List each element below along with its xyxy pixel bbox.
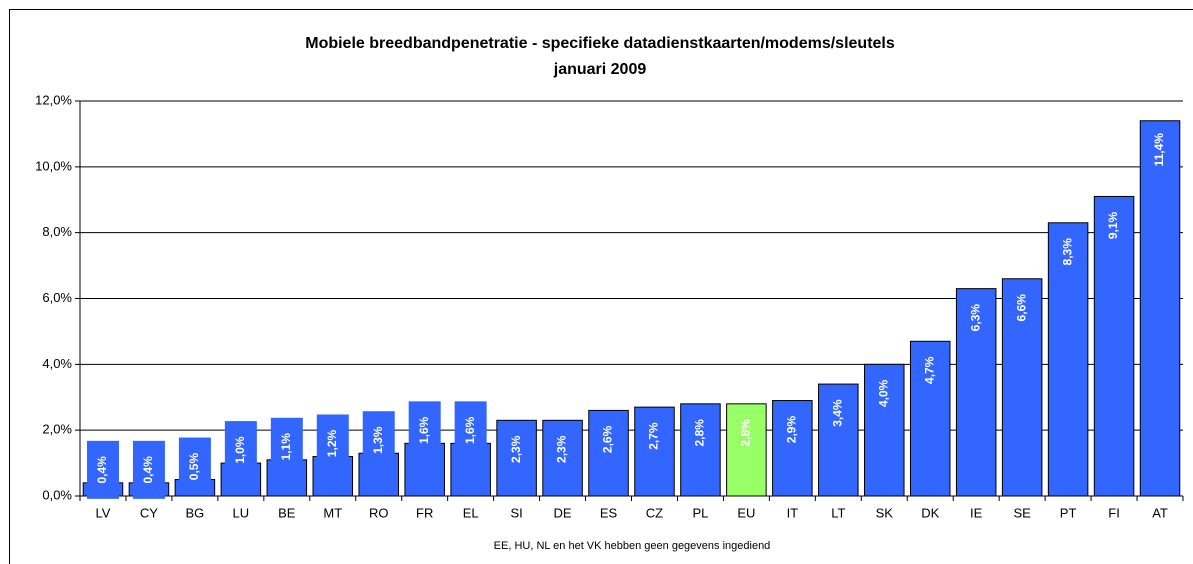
value-label-box (408, 401, 441, 460)
value-label: 2,8% (739, 419, 753, 447)
value-label: 0,4% (141, 456, 155, 484)
value-label: 2,6% (601, 425, 615, 453)
bar (864, 363, 905, 497)
value-label: 2,8% (693, 419, 707, 447)
value-label-box (316, 414, 349, 473)
bar (542, 419, 583, 497)
value-label: 1,3% (371, 426, 385, 454)
bar (818, 383, 859, 497)
value-label: 0,5% (187, 453, 201, 481)
x-tick-label: PT (1060, 505, 1077, 520)
x-tick-label: BE (278, 505, 296, 520)
x-tick-label: SE (1013, 505, 1031, 520)
bar (726, 403, 767, 497)
value-label: 3,4% (830, 399, 844, 427)
value-label: 1,0% (233, 436, 247, 464)
x-tick-label: FI (1108, 505, 1120, 520)
x-tick-label: RO (369, 505, 389, 520)
value-label: 1,6% (417, 416, 431, 444)
value-label: 4,7% (922, 356, 936, 384)
x-tick-label: ES (600, 505, 618, 520)
value-label: 1,1% (279, 433, 293, 461)
value-label-box (270, 417, 303, 476)
chart-frame (9, 9, 1193, 564)
y-tick-label: 6,0% (42, 290, 72, 305)
x-tick-label: CZ (646, 505, 663, 520)
x-tick-label: DK (921, 505, 939, 520)
x-tick-label: MT (323, 505, 342, 520)
value-label: 4,0% (876, 379, 890, 407)
value-label: 8,3% (1060, 238, 1074, 266)
value-label: 1,6% (463, 416, 477, 444)
bar (680, 403, 721, 497)
bar (496, 419, 537, 497)
y-tick-label: 12,0% (35, 92, 72, 107)
value-label: 6,6% (1014, 294, 1028, 322)
bar (588, 409, 629, 497)
x-tick-label: BG (185, 505, 204, 520)
x-tick-label: SK (876, 505, 894, 520)
value-label-box (86, 440, 119, 499)
x-tick-label: IT (787, 505, 799, 520)
x-tick-label: SI (510, 505, 522, 520)
x-tick-label: LU (233, 505, 250, 520)
y-tick-label: 4,0% (42, 356, 72, 371)
value-label: 2,9% (785, 416, 799, 444)
value-label-box (224, 421, 257, 480)
bar (634, 406, 675, 497)
x-tick-label: LT (831, 505, 845, 520)
note: EE, HU, NL en het VK hebben geen gegeven… (494, 540, 771, 552)
x-tick-label: EU (737, 505, 755, 520)
bar (1093, 195, 1135, 497)
x-tick-label: LV (96, 505, 111, 520)
value-label-box (454, 401, 487, 460)
x-tick-label: PL (692, 505, 708, 520)
value-label: 6,3% (968, 304, 982, 332)
value-label: 2,3% (509, 435, 523, 463)
x-tick-label: IE (970, 505, 983, 520)
bar (1139, 120, 1181, 497)
value-label: 1,2% (325, 429, 339, 457)
value-label: 11,4% (1152, 133, 1166, 167)
value-label-box (178, 437, 211, 496)
chart-title: Mobiele breedbandpenetratie - specifieke… (305, 35, 895, 52)
value-label: 9,1% (1106, 211, 1120, 239)
bar (1047, 222, 1089, 497)
value-label-box (132, 440, 165, 499)
x-tick-label: AT (1152, 505, 1168, 520)
value-label: 2,7% (647, 422, 661, 450)
bar (772, 400, 813, 497)
x-tick-label: DE (554, 505, 572, 520)
x-tick-label: FR (416, 505, 433, 520)
y-tick-label: 2,0% (42, 422, 72, 437)
x-tick-label: EL (463, 505, 479, 520)
bar (955, 288, 997, 497)
value-label: 2,3% (555, 435, 569, 463)
bar (909, 340, 951, 497)
y-tick-label: 0,0% (42, 487, 72, 502)
value-label-box (362, 411, 395, 470)
chart-subtitle: januari 2009 (553, 61, 647, 78)
value-label: 0,4% (95, 456, 109, 484)
x-tick-label: CY (140, 505, 158, 520)
bar (1001, 278, 1043, 497)
y-tick-label: 10,0% (35, 158, 72, 173)
y-tick-label: 8,0% (42, 224, 72, 239)
